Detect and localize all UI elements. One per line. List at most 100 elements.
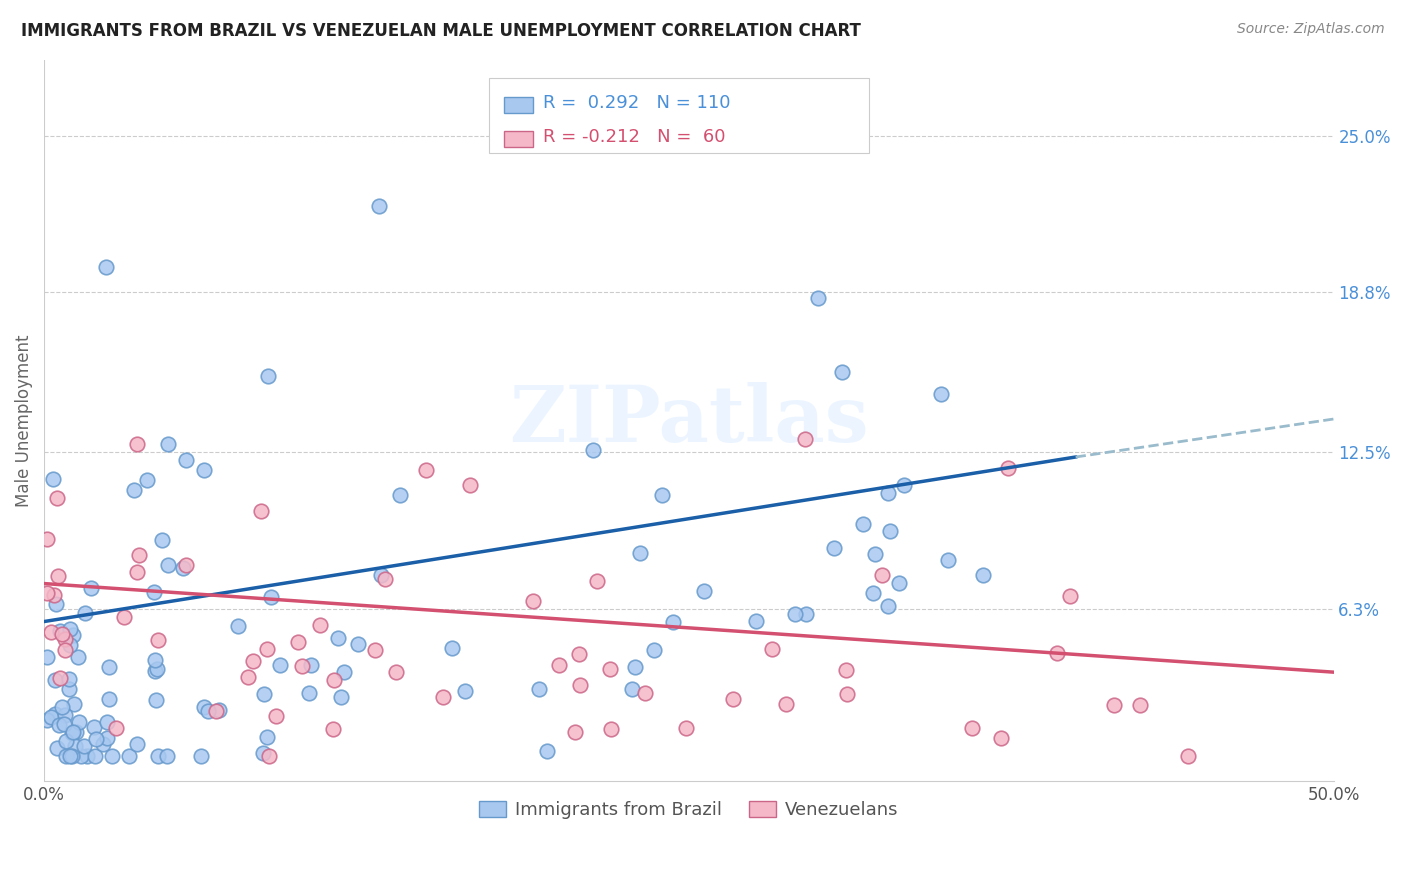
Point — [125, 437, 148, 451]
Point — [252, 687, 274, 701]
Point — [252, 746, 274, 760]
Point — [104, 721, 127, 735]
Point — [887, 575, 910, 590]
Point — [415, 463, 437, 477]
Point — [364, 642, 387, 657]
Point — [388, 488, 411, 502]
Bar — [505, 131, 533, 147]
Point — [67, 715, 90, 730]
Point — [876, 599, 898, 613]
Point — [45, 597, 67, 611]
Point — [527, 682, 550, 697]
Point — [368, 199, 391, 213]
Point — [84, 748, 107, 763]
Point — [661, 615, 683, 629]
Point — [96, 715, 118, 730]
Point — [347, 637, 370, 651]
Point — [332, 665, 354, 679]
Point — [49, 672, 72, 686]
Point — [44, 673, 66, 688]
Text: R = -0.212   N =  60: R = -0.212 N = 60 — [543, 128, 725, 145]
Point — [136, 473, 159, 487]
Point — [807, 291, 830, 305]
Point — [260, 590, 283, 604]
Point — [1129, 698, 1152, 712]
Point — [143, 653, 166, 667]
Point — [879, 524, 901, 539]
Point — [156, 437, 179, 451]
Point — [65, 739, 87, 753]
Point — [146, 662, 169, 676]
Point — [693, 584, 716, 599]
Point — [568, 647, 591, 661]
Point — [58, 748, 80, 763]
Point — [70, 748, 93, 763]
Point — [97, 691, 120, 706]
Point — [785, 607, 807, 621]
Point — [55, 734, 77, 748]
Point — [287, 635, 309, 649]
Point — [370, 568, 392, 582]
Point — [226, 619, 249, 633]
Point — [91, 737, 114, 751]
Point — [46, 741, 69, 756]
Point — [53, 717, 76, 731]
Point — [193, 463, 215, 477]
Point — [96, 731, 118, 746]
Point — [257, 748, 280, 763]
Point — [264, 709, 287, 723]
Point — [39, 624, 62, 639]
Point — [197, 704, 219, 718]
Point — [190, 748, 212, 763]
Point — [721, 691, 744, 706]
Point — [58, 672, 80, 686]
Y-axis label: Male Unemployment: Male Unemployment — [15, 334, 32, 507]
Point — [322, 673, 344, 687]
Point — [441, 641, 464, 656]
Point — [745, 614, 768, 628]
Point — [143, 585, 166, 599]
Point — [564, 725, 586, 739]
Point — [55, 748, 77, 763]
Point — [256, 642, 278, 657]
Point — [146, 748, 169, 763]
Point — [297, 686, 319, 700]
Point — [620, 681, 643, 696]
Point — [326, 631, 349, 645]
Point — [72, 739, 94, 753]
Point — [46, 569, 69, 583]
Point — [53, 643, 76, 657]
Point — [852, 516, 875, 531]
Point — [862, 585, 884, 599]
Point — [145, 664, 167, 678]
Point — [938, 553, 960, 567]
Point — [125, 737, 148, 751]
Point — [960, 721, 983, 735]
Text: Source: ZipAtlas.com: Source: ZipAtlas.com — [1237, 22, 1385, 37]
Point — [53, 708, 76, 723]
Point — [599, 663, 621, 677]
Point — [59, 622, 82, 636]
Point — [634, 686, 657, 700]
Point — [250, 503, 273, 517]
Point — [80, 581, 103, 595]
Point — [63, 697, 86, 711]
Point — [208, 703, 231, 717]
Point — [242, 655, 264, 669]
Point — [1059, 589, 1081, 603]
Point — [775, 697, 797, 711]
Point — [972, 567, 994, 582]
Point — [84, 732, 107, 747]
Point — [308, 617, 330, 632]
Point — [322, 723, 344, 737]
Point — [329, 690, 352, 705]
Point — [35, 532, 58, 546]
Point — [675, 721, 697, 735]
Point — [145, 693, 167, 707]
Point — [112, 610, 135, 624]
Bar — [505, 97, 533, 113]
Point — [831, 365, 853, 379]
Point — [97, 660, 120, 674]
Point — [45, 491, 67, 505]
Point — [793, 432, 815, 446]
